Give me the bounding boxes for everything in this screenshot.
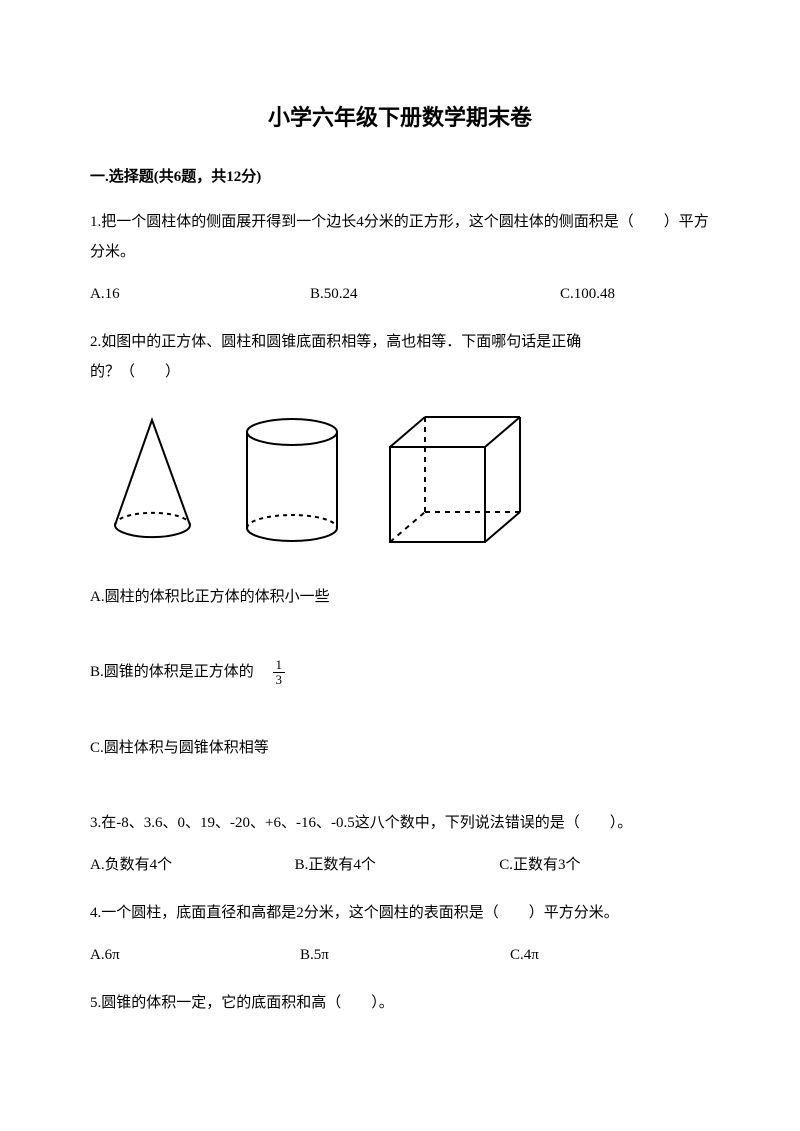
- shapes-diagram: [100, 407, 710, 552]
- question-2-text-line2: 的？（ ）: [90, 357, 710, 387]
- option-4c: C.4π: [510, 940, 539, 970]
- fraction-numerator: 1: [273, 658, 286, 673]
- question-3-options: A.负数有4个 B.正数有4个 C.正数有3个: [90, 850, 710, 880]
- option-2b: B.圆锥的体积是正方体的 1 3: [90, 657, 710, 687]
- option-1c: C.100.48: [560, 279, 615, 309]
- question-1-text: 1.把一个圆柱体的侧面展开得到一个边长4分米的正方形，这个圆柱体的侧面积是（ ）…: [90, 207, 710, 267]
- page-title: 小学六年级下册数学期末卷: [90, 100, 710, 135]
- question-2-text-line1: 2.如图中的正方体、圆柱和圆锥底面积相等，高也相等．下面哪句话是正确: [90, 327, 710, 357]
- cone-icon: [100, 410, 205, 550]
- question-4-text: 4.一个圆柱，底面直径和高都是2分米，这个圆柱的表面积是（ ）平方分米。: [90, 898, 710, 928]
- option-2c: C.圆柱体积与圆锥体积相等: [90, 733, 710, 763]
- option-4b: B.5π: [300, 940, 460, 970]
- fraction-1-3: 1 3: [273, 658, 286, 688]
- cube-icon: [380, 407, 530, 552]
- option-1b: B.50.24: [310, 279, 510, 309]
- option-3b: B.正数有4个: [295, 850, 500, 880]
- question-2: 2.如图中的正方体、圆柱和圆锥底面积相等，高也相等．下面哪句话是正确 的？（ ）…: [90, 327, 710, 762]
- section-header: 一.选择题(共6题，共12分): [90, 165, 710, 189]
- question-5-text: 5.圆锥的体积一定，它的底面积和高（ ）。: [90, 988, 710, 1018]
- fraction-denominator: 3: [273, 673, 286, 687]
- question-3-text: 3.在-8、3.6、0、19、-20、+6、-16、-0.5这八个数中，下列说法…: [90, 808, 710, 838]
- option-1a: A.16: [90, 279, 260, 309]
- option-2a: A.圆柱的体积比正方体的体积小一些: [90, 582, 710, 612]
- question-1: 1.把一个圆柱体的侧面展开得到一个边长4分米的正方形，这个圆柱体的侧面积是（ ）…: [90, 207, 710, 309]
- option-3a: A.负数有4个: [90, 850, 295, 880]
- option-3c: C.正数有3个: [499, 850, 704, 880]
- question-4-options: A.6π B.5π C.4π: [90, 940, 710, 970]
- question-5: 5.圆锥的体积一定，它的底面积和高（ ）。: [90, 988, 710, 1018]
- question-3: 3.在-8、3.6、0、19、-20、+6、-16、-0.5这八个数中，下列说法…: [90, 808, 710, 880]
- option-2b-text: B.圆锥的体积是正方体的: [90, 664, 254, 680]
- option-4a: A.6π: [90, 940, 250, 970]
- cylinder-icon: [235, 410, 350, 550]
- question-4: 4.一个圆柱，底面直径和高都是2分米，这个圆柱的表面积是（ ）平方分米。 A.6…: [90, 898, 710, 970]
- question-1-options: A.16 B.50.24 C.100.48: [90, 279, 710, 309]
